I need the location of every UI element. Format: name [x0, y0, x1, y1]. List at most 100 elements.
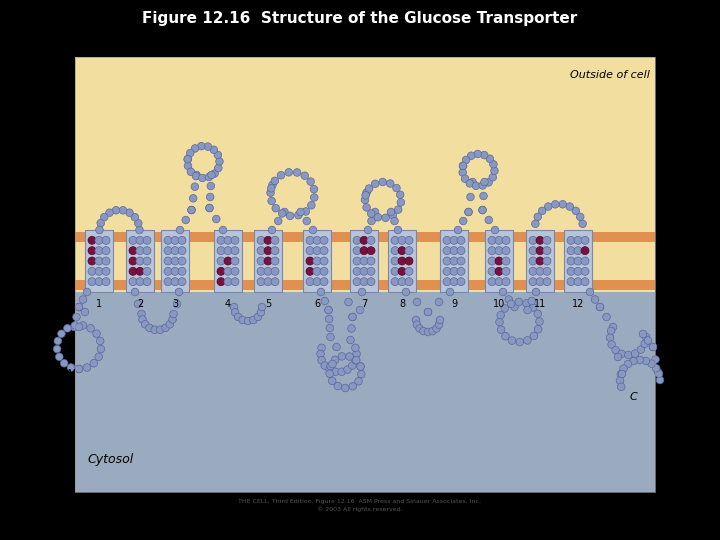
- Circle shape: [363, 204, 370, 211]
- Circle shape: [457, 278, 465, 286]
- Circle shape: [257, 237, 265, 244]
- Circle shape: [395, 226, 402, 234]
- Circle shape: [264, 278, 272, 286]
- Circle shape: [606, 334, 614, 341]
- Circle shape: [652, 356, 660, 363]
- Bar: [75, 57, 655, 492]
- Circle shape: [637, 346, 644, 353]
- Circle shape: [197, 143, 205, 150]
- Circle shape: [397, 191, 404, 199]
- Circle shape: [126, 209, 133, 217]
- Bar: [564, 230, 592, 292]
- Circle shape: [443, 257, 451, 265]
- Bar: [75, 292, 655, 492]
- Circle shape: [488, 278, 496, 286]
- Circle shape: [567, 237, 575, 244]
- Circle shape: [443, 278, 451, 286]
- Circle shape: [345, 298, 352, 306]
- Circle shape: [655, 370, 663, 377]
- Circle shape: [356, 363, 364, 370]
- Circle shape: [532, 288, 540, 296]
- Circle shape: [649, 343, 657, 351]
- Circle shape: [353, 356, 360, 364]
- Circle shape: [151, 326, 158, 334]
- Circle shape: [362, 192, 369, 199]
- Circle shape: [320, 267, 328, 275]
- Circle shape: [654, 368, 662, 376]
- Circle shape: [224, 267, 232, 275]
- Circle shape: [420, 327, 427, 335]
- Bar: [161, 230, 189, 292]
- Circle shape: [495, 247, 503, 255]
- Circle shape: [271, 237, 279, 244]
- Circle shape: [480, 151, 488, 159]
- Circle shape: [212, 215, 220, 223]
- Circle shape: [67, 364, 75, 372]
- Circle shape: [636, 356, 644, 364]
- Circle shape: [188, 206, 195, 214]
- Circle shape: [367, 210, 375, 218]
- Circle shape: [516, 338, 523, 346]
- Circle shape: [193, 171, 200, 179]
- Circle shape: [271, 278, 279, 286]
- Circle shape: [129, 257, 137, 265]
- Circle shape: [567, 267, 575, 275]
- Circle shape: [429, 327, 436, 335]
- Circle shape: [318, 288, 325, 296]
- Circle shape: [348, 325, 355, 332]
- Circle shape: [505, 296, 513, 303]
- Circle shape: [567, 247, 575, 255]
- Circle shape: [88, 237, 96, 244]
- Circle shape: [293, 168, 301, 176]
- Circle shape: [156, 326, 164, 334]
- Circle shape: [405, 257, 413, 265]
- Circle shape: [96, 226, 103, 234]
- Circle shape: [534, 213, 541, 221]
- Bar: [526, 230, 554, 292]
- Circle shape: [488, 257, 496, 265]
- Circle shape: [90, 360, 98, 367]
- Circle shape: [136, 267, 144, 275]
- Text: THE CELL, Third Edition, Figure 12.16  ASM Press and Sinauer Associates, Inc.: THE CELL, Third Edition, Figure 12.16 AS…: [238, 500, 482, 504]
- Circle shape: [368, 217, 375, 225]
- Bar: [350, 230, 378, 292]
- Bar: [75, 57, 655, 292]
- Circle shape: [534, 326, 542, 333]
- Circle shape: [268, 197, 276, 205]
- Circle shape: [612, 346, 619, 354]
- Circle shape: [129, 237, 137, 244]
- Circle shape: [497, 312, 505, 319]
- Circle shape: [572, 207, 580, 215]
- Circle shape: [372, 180, 379, 187]
- Circle shape: [184, 156, 192, 163]
- Circle shape: [176, 226, 184, 234]
- Circle shape: [206, 204, 213, 212]
- Circle shape: [303, 217, 310, 225]
- Circle shape: [415, 325, 423, 332]
- Circle shape: [143, 237, 151, 244]
- Circle shape: [536, 237, 544, 244]
- Circle shape: [75, 303, 83, 311]
- Circle shape: [129, 267, 137, 275]
- Circle shape: [382, 214, 390, 221]
- Circle shape: [348, 313, 356, 321]
- Circle shape: [231, 247, 239, 255]
- Circle shape: [392, 184, 400, 192]
- Circle shape: [581, 267, 589, 275]
- Circle shape: [481, 178, 488, 186]
- Circle shape: [129, 278, 137, 286]
- Circle shape: [215, 164, 222, 172]
- Circle shape: [618, 383, 625, 390]
- Circle shape: [75, 365, 83, 373]
- Circle shape: [207, 171, 215, 179]
- Circle shape: [95, 278, 103, 286]
- Circle shape: [257, 247, 265, 255]
- Circle shape: [73, 313, 81, 321]
- Circle shape: [424, 308, 432, 316]
- Circle shape: [534, 310, 541, 318]
- Circle shape: [95, 237, 103, 244]
- Circle shape: [102, 257, 110, 265]
- Circle shape: [450, 257, 458, 265]
- Circle shape: [271, 247, 279, 255]
- Circle shape: [405, 278, 413, 286]
